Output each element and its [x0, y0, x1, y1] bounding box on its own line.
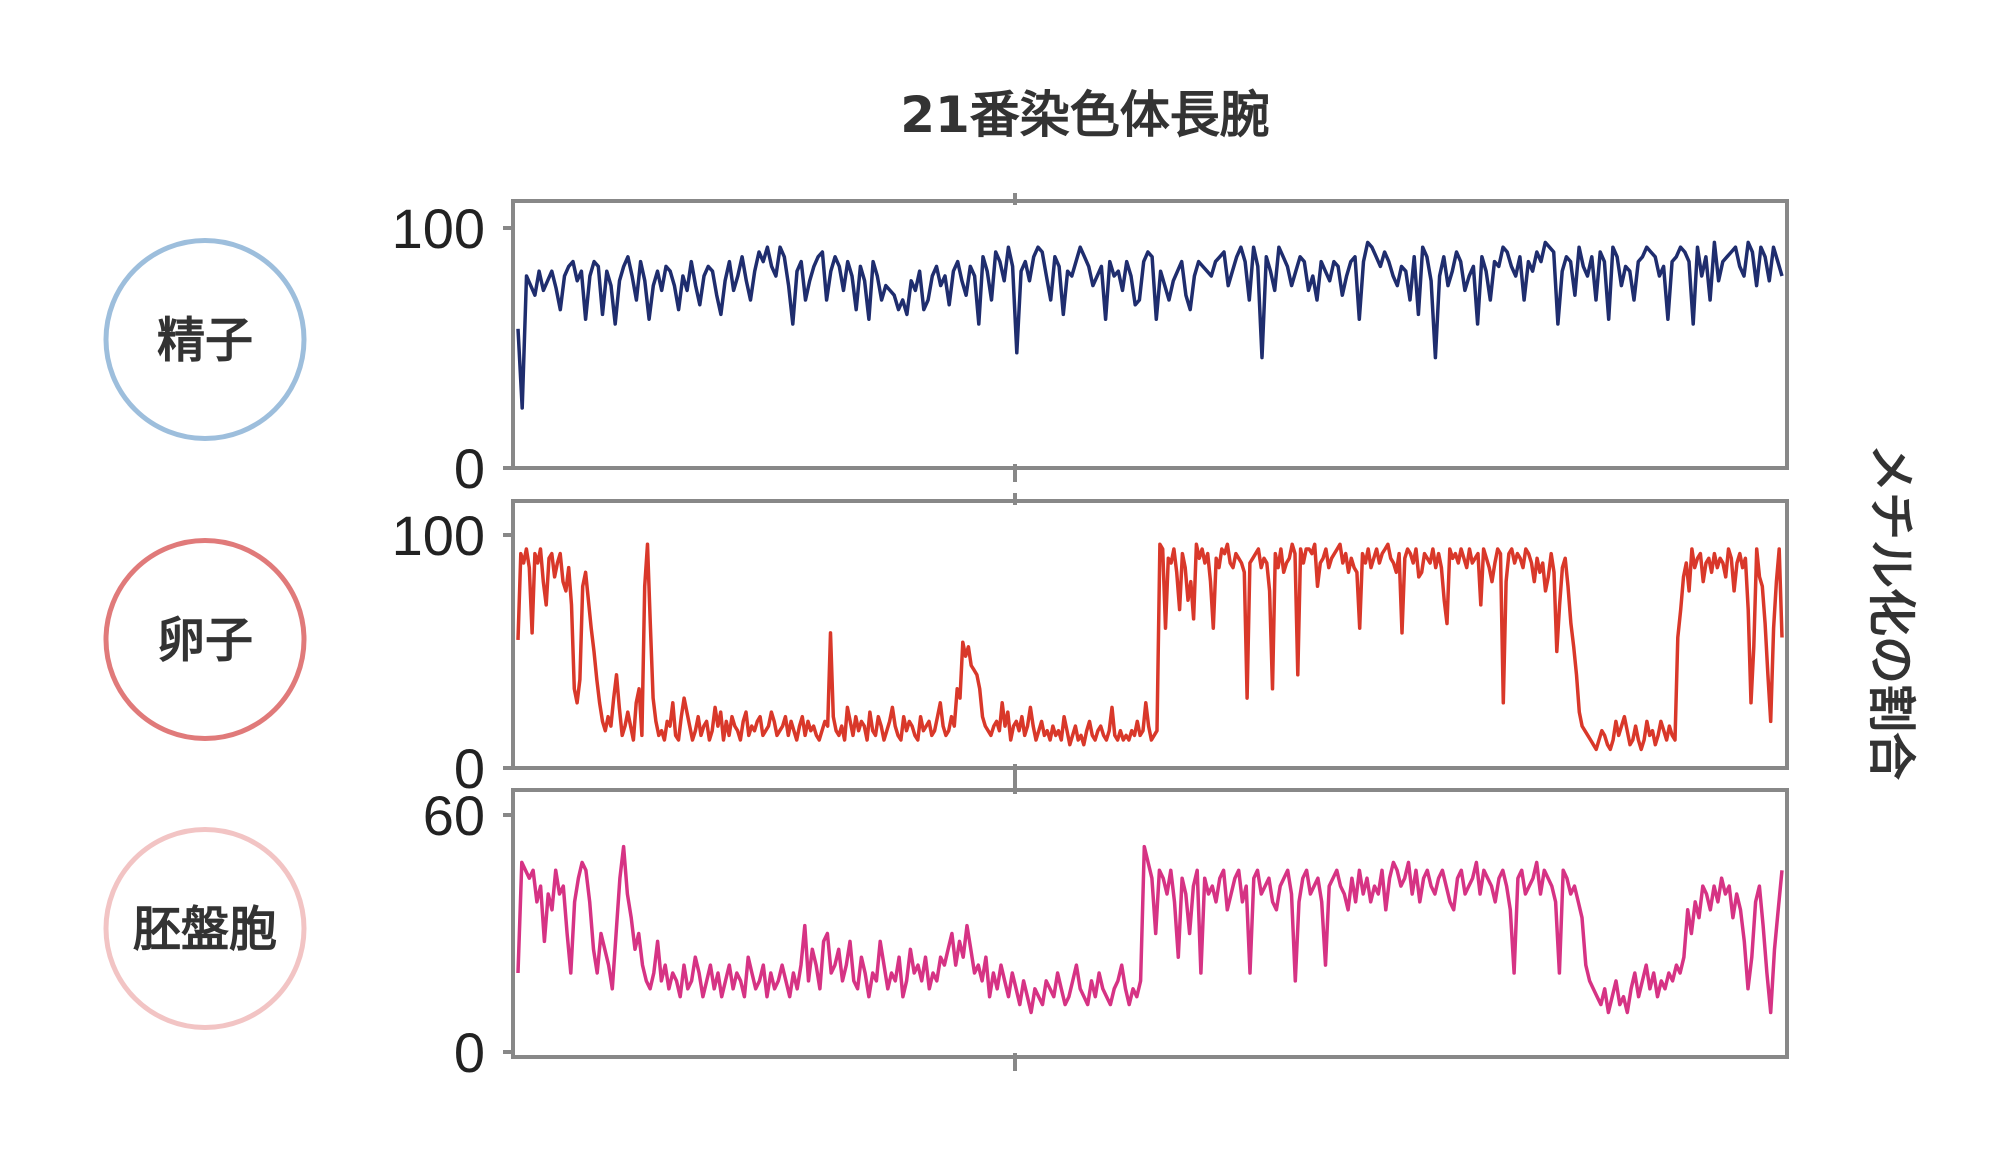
y-tick-label-min: 0 [454, 437, 485, 500]
series-line [516, 240, 1784, 410]
plot-frame [511, 788, 1789, 1059]
y-tick-label-max: 100 [392, 197, 485, 260]
series-line [516, 844, 1784, 1015]
sample-label: 胚盤胞 [133, 902, 277, 958]
y-axis-label: メチル化の割合 [1863, 444, 1919, 780]
y-tick-label-max: 100 [392, 504, 485, 567]
sample-circle [103, 238, 307, 441]
plot-frame [511, 499, 1789, 770]
series-line [516, 542, 1784, 752]
y-tick-label-max: 60 [423, 784, 485, 847]
sample-label: 精子 [157, 313, 253, 369]
y-tick-label-min: 0 [454, 1021, 485, 1084]
sample-circle [103, 827, 307, 1030]
chart-title: 21番染色体長腕 [900, 86, 1270, 144]
panel-3: 60 0 胚盤胞 [103, 782, 1789, 1084]
sample-circle [103, 538, 307, 741]
panel-1: 100 0 精子 [103, 193, 1789, 500]
y-tick-label-min: 0 [454, 737, 485, 800]
sample-label: 卵子 [157, 613, 253, 669]
plot-frame [511, 199, 1789, 470]
panel-2: 100 0 卵子 [103, 493, 1789, 800]
